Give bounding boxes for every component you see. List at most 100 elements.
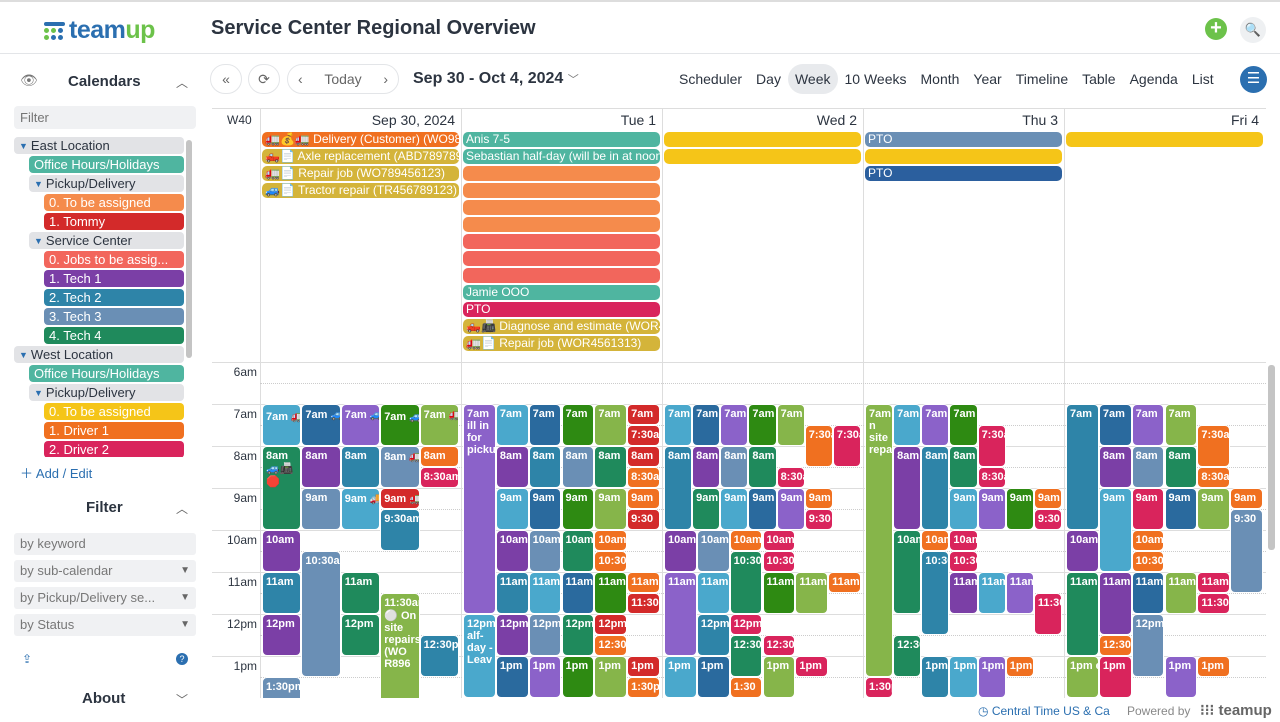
all-day-event[interactable] bbox=[463, 200, 660, 215]
timed-event[interactable]: 8am 🚙📠 🛑 bbox=[262, 446, 302, 530]
timed-event[interactable]: 10am bbox=[594, 530, 628, 551]
timed-event[interactable]: 11am bbox=[340, 572, 381, 614]
timed-event[interactable]: 7am bbox=[748, 404, 777, 446]
all-day-event[interactable]: PTO bbox=[865, 166, 1062, 181]
timed-event[interactable]: 8am bbox=[720, 446, 749, 488]
timed-event[interactable]: 10:30am bbox=[594, 551, 628, 572]
calendar-filter-input[interactable] bbox=[14, 106, 196, 129]
all-day-event[interactable]: Sebastian half-day (will be in at noon bbox=[463, 149, 660, 164]
timed-event[interactable]: 10:30am bbox=[1131, 551, 1165, 572]
timed-event[interactable]: 8am bbox=[921, 446, 950, 530]
timed-event[interactable]: 1pm bbox=[762, 656, 796, 698]
timed-event[interactable]: 1pm bbox=[1164, 656, 1198, 698]
prev-button[interactable]: ‹ bbox=[298, 71, 303, 87]
timed-event[interactable]: 8:30am bbox=[627, 467, 660, 488]
timed-event[interactable]: 7am bbox=[495, 404, 529, 446]
day-header[interactable]: Wed 2 bbox=[662, 109, 863, 131]
timed-event[interactable]: 11am bbox=[664, 572, 697, 656]
timed-event[interactable]: 8am bbox=[748, 446, 777, 488]
timed-event[interactable]: 7am 🚛⏲ 📠 bbox=[419, 404, 459, 446]
timed-event[interactable]: 12:30 bbox=[893, 635, 922, 677]
timed-event[interactable]: 11:30am ⚪ On site repairs (WO R896 bbox=[380, 593, 420, 698]
timed-event[interactable]: 10am bbox=[664, 530, 697, 572]
timed-event[interactable]: 1pm bbox=[921, 656, 950, 698]
timed-event[interactable]: 10am bbox=[528, 530, 562, 572]
all-day-event[interactable]: 🚙📄 Tractor repair (TR456789123) bbox=[262, 183, 459, 198]
timed-event[interactable]: 8am bbox=[1098, 446, 1132, 488]
view-agenda[interactable]: Agenda bbox=[1129, 71, 1178, 87]
chevron-up-icon[interactable]: ︿ bbox=[176, 502, 189, 516]
timed-event[interactable]: 9am bbox=[776, 488, 805, 530]
timed-event[interactable]: 8:30am bbox=[419, 467, 459, 488]
all-day-event[interactable] bbox=[865, 149, 1062, 164]
all-day-event[interactable]: PTO bbox=[463, 302, 660, 317]
collapse-sidebar-button[interactable]: « bbox=[210, 64, 242, 94]
timed-event[interactable]: 12:30pm bbox=[594, 635, 628, 656]
timed-event[interactable]: 1:30pm bbox=[262, 677, 302, 698]
timed-event[interactable]: 7am n site repairs bbox=[865, 404, 894, 677]
timed-event[interactable]: 9am bbox=[561, 488, 595, 530]
timed-event[interactable]: 7am ill in for pickup/deliveries bbox=[463, 404, 496, 614]
timed-event[interactable]: 11am bbox=[762, 572, 796, 614]
timed-event[interactable]: 11:30am bbox=[1033, 593, 1062, 635]
timed-event[interactable]: 12pm bbox=[528, 614, 562, 656]
timed-event[interactable]: 1pm bbox=[594, 656, 628, 698]
timed-event[interactable]: 9am bbox=[495, 488, 529, 530]
timed-event[interactable]: 7:30am bbox=[804, 425, 833, 467]
timed-event[interactable]: 9:30 bbox=[804, 509, 833, 530]
timed-event[interactable]: 9am bbox=[1197, 488, 1231, 530]
view-timeline[interactable]: Timeline bbox=[1015, 71, 1069, 87]
timed-event[interactable]: 9am bbox=[627, 488, 660, 509]
timed-event[interactable]: 1pm bbox=[664, 656, 697, 698]
all-day-event[interactable]: 🛻📄 Axle replacement (ABD789789 bbox=[262, 149, 459, 164]
timed-event[interactable]: 9am bbox=[1164, 488, 1198, 530]
timed-event[interactable]: 9am bbox=[748, 488, 777, 530]
timed-event[interactable]: 11am bbox=[262, 572, 302, 614]
timed-event[interactable]: 8:30am bbox=[776, 467, 805, 488]
timed-event[interactable]: 9am bbox=[1230, 488, 1263, 509]
timed-event[interactable]: 9am bbox=[1131, 488, 1165, 530]
eye-icon[interactable]: 👁 bbox=[20, 72, 38, 88]
chevron-up-icon[interactable]: ︿ bbox=[176, 76, 189, 90]
all-day-event[interactable] bbox=[1066, 132, 1263, 147]
filter-3[interactable]: by Status ▼ bbox=[14, 614, 196, 636]
timed-event[interactable]: 10am bbox=[921, 530, 950, 551]
timed-event[interactable]: 1pm bbox=[696, 656, 730, 698]
timed-event[interactable]: 12pm bbox=[1131, 614, 1165, 677]
timed-event[interactable]: 8am bbox=[627, 446, 660, 467]
day-header[interactable]: Sep 30, 2024 bbox=[260, 109, 461, 131]
next-button[interactable]: › bbox=[383, 71, 388, 87]
timed-event[interactable]: 8am bbox=[561, 446, 595, 488]
timed-event[interactable]: 12pm bbox=[729, 614, 763, 635]
timed-event[interactable]: 9am bbox=[977, 488, 1006, 530]
timed-event[interactable]: 10am bbox=[949, 530, 978, 551]
timed-event[interactable]: 9:30 bbox=[627, 509, 660, 530]
calendar-item[interactable]: Service Center bbox=[29, 232, 184, 249]
timed-event[interactable]: 8am bbox=[664, 446, 693, 530]
timed-event[interactable]: 11am bbox=[977, 572, 1006, 614]
calendar-item[interactable]: 1. Tommy bbox=[44, 213, 184, 230]
timed-event[interactable]: 8am bbox=[301, 446, 341, 488]
timed-event[interactable]: 11am bbox=[1131, 572, 1165, 614]
timed-event[interactable]: 11am bbox=[795, 572, 829, 614]
timed-event[interactable]: 7am bbox=[1066, 404, 1099, 530]
timed-event[interactable]: 11am bbox=[1164, 572, 1198, 614]
timed-event[interactable]: 9am bbox=[949, 488, 978, 530]
calendar-item[interactable]: Pickup/Delivery bbox=[29, 384, 184, 401]
all-day-event[interactable] bbox=[463, 268, 660, 283]
timed-event[interactable]: 12:30pm bbox=[762, 635, 796, 656]
all-day-event[interactable]: PTO bbox=[865, 132, 1062, 147]
filter-2[interactable]: by Pickup/Delivery se... ▼ bbox=[14, 587, 196, 609]
timed-event[interactable]: 9am bbox=[528, 488, 562, 530]
timed-event[interactable]: 7am bbox=[1131, 404, 1165, 446]
timed-event[interactable]: 1pm bbox=[528, 656, 562, 698]
timed-event[interactable]: 8am bbox=[893, 446, 922, 530]
timed-event[interactable]: 1pm bbox=[495, 656, 529, 698]
timed-event[interactable]: 7am bbox=[528, 404, 562, 446]
calendar-item[interactable]: 3. Tech 3 bbox=[44, 308, 184, 325]
timed-event[interactable]: 1pm bbox=[949, 656, 978, 698]
filter-0[interactable]: by keyword bbox=[14, 533, 196, 555]
timed-event[interactable]: 1pm ertif bbox=[1066, 656, 1099, 698]
all-day-event[interactable] bbox=[664, 149, 861, 164]
timed-event[interactable]: 1:30pm bbox=[627, 677, 660, 698]
